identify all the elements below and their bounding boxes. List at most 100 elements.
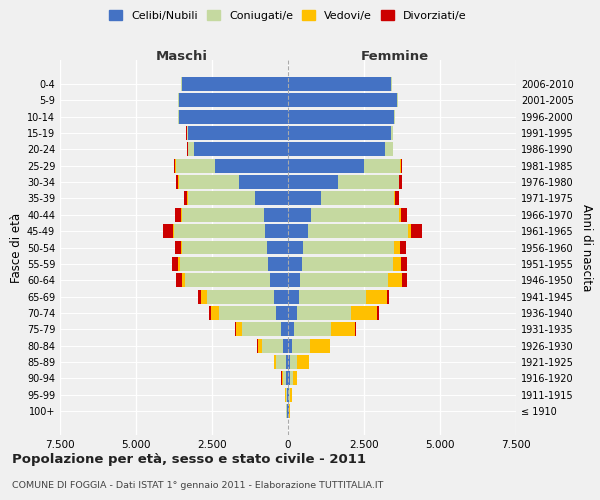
Bar [293,372,297,386]
Bar [286,404,287,418]
Bar [172,257,178,271]
Bar [288,306,296,320]
Bar [182,208,263,222]
Bar [218,306,277,320]
Bar [365,290,387,304]
Bar [290,372,293,386]
Bar [286,355,288,369]
Bar [394,192,395,205]
Bar [179,94,288,108]
Bar [299,290,365,304]
Bar [302,257,393,271]
Bar [288,126,391,140]
Bar [207,290,274,304]
Bar [281,372,283,386]
Bar [283,338,288,352]
Bar [288,257,302,271]
Bar [311,208,399,222]
Bar [288,142,385,156]
Bar [308,224,408,238]
Bar [283,372,286,386]
Bar [215,159,288,172]
Bar [351,306,377,320]
Bar [254,192,288,205]
Bar [355,322,356,336]
Bar [188,192,254,205]
Bar [286,388,287,402]
Bar [288,404,289,418]
Bar [274,355,277,369]
Bar [179,175,239,189]
Bar [265,224,288,238]
Bar [182,274,185,287]
Y-axis label: Anni di nascita: Anni di nascita [580,204,593,291]
Bar [235,322,236,336]
Bar [188,126,288,140]
Bar [181,240,182,254]
Bar [288,208,311,222]
Bar [388,274,402,287]
Bar [289,404,290,418]
Bar [236,322,242,336]
Bar [174,224,265,238]
Bar [179,110,288,124]
Bar [267,240,288,254]
Bar [310,338,329,352]
Bar [268,257,288,271]
Bar [401,208,407,222]
Bar [394,240,400,254]
Bar [288,159,364,172]
Bar [182,77,288,91]
Bar [288,388,289,402]
Bar [288,77,391,91]
Bar [408,224,411,238]
Bar [281,322,288,336]
Bar [288,192,322,205]
Bar [173,224,174,238]
Y-axis label: Fasce di età: Fasce di età [10,212,23,282]
Bar [296,306,351,320]
Bar [377,306,379,320]
Bar [178,257,180,271]
Bar [274,290,288,304]
Bar [399,208,401,222]
Bar [163,224,173,238]
Bar [296,355,308,369]
Bar [288,224,308,238]
Bar [364,159,400,172]
Bar [194,142,288,156]
Text: Popolazione per età, sesso e stato civile - 2011: Popolazione per età, sesso e stato civil… [12,452,366,466]
Bar [239,175,288,189]
Bar [288,274,300,287]
Bar [287,404,288,418]
Legend: Celibi/Nubili, Coniugati/e, Vedovi/e, Divorziati/e: Celibi/Nubili, Coniugati/e, Vedovi/e, Di… [107,8,469,23]
Bar [391,126,393,140]
Bar [400,240,406,254]
Bar [270,274,288,287]
Bar [288,240,303,254]
Bar [387,290,389,304]
Bar [288,372,290,386]
Bar [175,208,181,222]
Bar [286,372,288,386]
Bar [187,126,188,140]
Bar [182,240,267,254]
Bar [303,240,394,254]
Bar [176,274,182,287]
Bar [290,355,296,369]
Bar [287,388,288,402]
Bar [180,257,268,271]
Text: Maschi: Maschi [155,50,208,62]
Bar [288,175,338,189]
Bar [288,355,290,369]
Bar [289,388,290,402]
Bar [288,94,397,108]
Bar [288,290,299,304]
Bar [242,322,281,336]
Bar [211,306,218,320]
Bar [292,338,310,352]
Bar [294,322,331,336]
Bar [401,257,407,271]
Bar [176,159,215,172]
Bar [277,306,288,320]
